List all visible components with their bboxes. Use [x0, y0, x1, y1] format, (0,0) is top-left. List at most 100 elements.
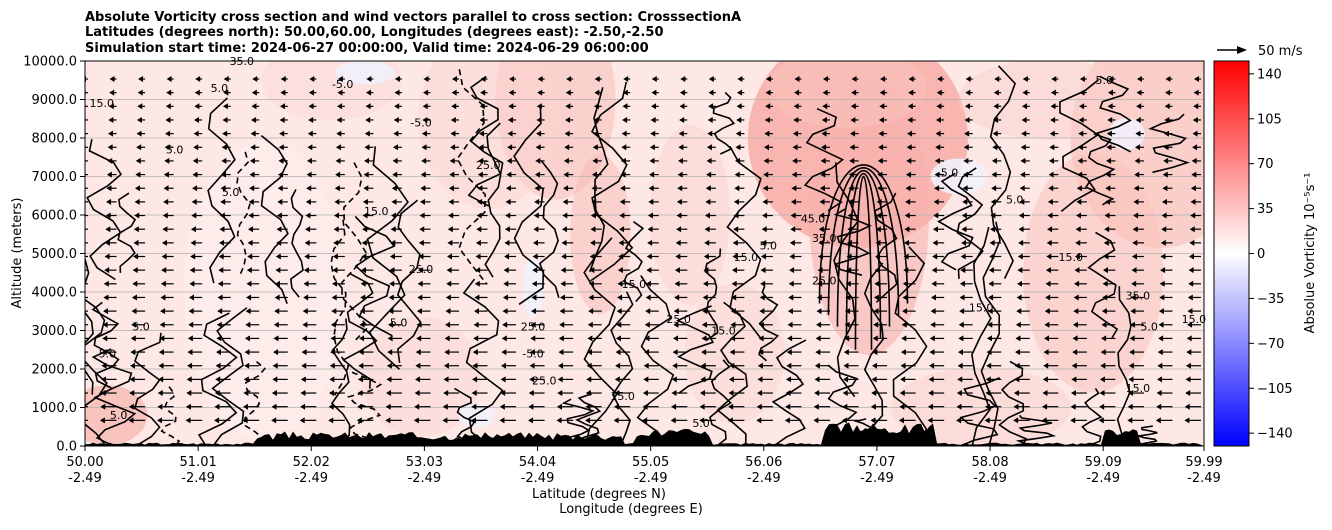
wind-vector-head-icon	[309, 76, 315, 82]
wind-vector-head-icon	[850, 103, 856, 110]
wind-vector-head-icon	[394, 103, 400, 110]
wind-vector-head-icon	[589, 253, 595, 260]
wind-vector-head-icon	[1192, 130, 1198, 137]
wind-vector-head-icon	[1076, 212, 1081, 219]
wind-vector-head-icon	[791, 185, 797, 192]
wind-vector-head-icon	[900, 376, 906, 383]
wind-vector-head-icon	[1133, 185, 1139, 192]
wind-vector-head-icon	[79, 158, 84, 164]
wind-vector-head-icon	[642, 417, 648, 424]
wind-vector-head-icon	[870, 403, 876, 410]
contour-label: 5.0	[1006, 193, 1024, 206]
wind-vector-head-icon	[102, 335, 108, 342]
wind-vector-head-icon	[101, 362, 107, 369]
x-tick-lat-label: 54.04	[519, 455, 556, 470]
wind-vector-head-icon	[307, 130, 313, 137]
wind-vector-head-icon	[307, 157, 312, 164]
wind-vector-head-icon	[929, 362, 935, 369]
wind-vector-head-icon	[903, 267, 909, 274]
wind-vector-head-icon	[307, 144, 313, 151]
wind-vector-head-icon	[475, 239, 481, 246]
wind-vector-head-icon	[1021, 116, 1027, 123]
contour-line	[803, 107, 845, 212]
wind-vector-head-icon	[280, 89, 286, 96]
wind-vector-head-icon	[592, 144, 598, 151]
wind-vector-head-icon	[1136, 89, 1142, 96]
x-tick-lon-label: -2.49	[634, 471, 668, 486]
wind-vector-head-icon	[74, 308, 79, 314]
wind-vector-head-icon	[899, 403, 905, 410]
wind-vector-head-icon	[874, 280, 880, 287]
wind-vector-head-icon	[644, 349, 650, 356]
wind-vector-head-icon	[445, 294, 451, 301]
wind-vector-head-icon	[450, 144, 456, 151]
x-tick-lon-label: -2.49	[68, 471, 102, 486]
colorbar-tick-label: −70	[1257, 337, 1284, 352]
wind-vector-head-icon	[364, 130, 370, 137]
wind-vector-head-icon	[472, 362, 478, 369]
wind-vector-head-icon	[846, 267, 852, 274]
wind-vector-head-icon	[1047, 226, 1053, 233]
contour-line	[989, 65, 1017, 279]
wind-vector-head-icon	[388, 321, 393, 328]
wind-vector-head-icon	[357, 376, 363, 383]
wind-vector-head-icon	[703, 253, 709, 260]
x-axis: 50.00-2.4951.01-2.4952.02-2.4953.03-2.49…	[66, 446, 1223, 486]
wind-vector-head-icon	[1106, 157, 1112, 164]
colorbar-tick-label: 70	[1257, 157, 1274, 172]
wind-vector-head-icon	[332, 267, 338, 274]
wind-vector-head-icon	[1044, 308, 1050, 315]
wind-vector-head-icon	[899, 390, 905, 397]
wind-vector-head-icon	[872, 349, 878, 356]
wind-vector-head-icon	[732, 253, 738, 260]
wind-vector-head-icon	[675, 239, 681, 246]
wind-vector-head-icon	[651, 76, 657, 82]
x-tick-lon-label: -2.49	[1086, 471, 1120, 486]
wind-vector-head-icon	[1022, 89, 1028, 96]
contour-line	[211, 307, 248, 446]
wind-vector-head-icon	[680, 76, 686, 82]
wind-vector-head-icon	[1134, 157, 1140, 164]
wind-vector-head-icon	[787, 308, 793, 315]
wind-vector-head-icon	[222, 103, 228, 110]
wind-vector-head-icon	[447, 253, 452, 260]
wind-vector-head-icon	[1043, 362, 1049, 369]
contour-line	[827, 167, 900, 316]
wind-vector-head-icon	[506, 157, 512, 164]
wind-vector-head-icon	[879, 89, 885, 96]
wind-vector-head-icon	[1071, 362, 1077, 369]
wind-vector-head-icon	[587, 335, 593, 342]
y-axis-label: Altitude (meters)	[10, 198, 25, 309]
wind-vector-head-icon	[788, 280, 794, 287]
wind-vector-head-icon	[1046, 239, 1052, 246]
wind-vector-head-icon	[647, 212, 653, 219]
wind-vector-head-icon	[166, 76, 172, 82]
x-tick-lat-label: 55.05	[632, 455, 669, 470]
wind-vector-head-icon	[443, 376, 449, 383]
wind-vector-head-icon	[306, 171, 312, 178]
contour-line	[484, 122, 502, 278]
contour-line	[91, 301, 120, 389]
wind-vector-head-icon	[308, 103, 314, 110]
wind-vector-head-icon	[708, 103, 714, 110]
wind-vector-head-icon	[644, 335, 650, 342]
wind-vector-head-icon	[1184, 403, 1190, 410]
wind-vector-head-icon	[1165, 76, 1171, 82]
wind-vector-head-icon	[361, 239, 367, 246]
y-tick-label: 9000.0	[32, 93, 78, 108]
wind-vector-head-icon	[1159, 280, 1165, 287]
wind-vector-head-icon	[870, 417, 876, 424]
wind-vector-head-icon	[217, 294, 223, 301]
wind-vector-head-icon	[565, 116, 570, 123]
wind-vector-head-icon	[590, 226, 596, 233]
wind-vector-head-icon	[960, 267, 966, 274]
contour-line	[1087, 231, 1119, 339]
wind-vector-head-icon	[879, 103, 885, 110]
terrain	[85, 422, 1204, 446]
x-tick-lat-label: 52.02	[293, 455, 330, 470]
wind-vector-head-icon	[388, 308, 394, 315]
wind-vector-head-icon	[1133, 198, 1139, 205]
wind-vector-head-icon	[815, 335, 821, 342]
y-tick-label: 8000.0	[32, 132, 78, 147]
wind-vector-head-icon	[500, 376, 506, 383]
